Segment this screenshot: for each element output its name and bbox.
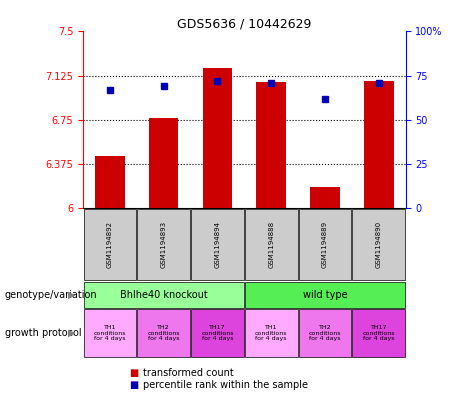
Bar xyxy=(149,118,178,208)
Text: percentile rank within the sample: percentile rank within the sample xyxy=(143,380,308,390)
Bar xyxy=(191,309,244,357)
Bar xyxy=(83,209,136,280)
Bar xyxy=(310,187,340,208)
Text: GSM1194893: GSM1194893 xyxy=(160,221,167,268)
Text: ■: ■ xyxy=(129,380,138,390)
Text: GSM1194894: GSM1194894 xyxy=(214,221,220,268)
Text: TH1
conditions
for 4 days: TH1 conditions for 4 days xyxy=(94,325,126,342)
Bar xyxy=(352,309,405,357)
Text: TH2
conditions
for 4 days: TH2 conditions for 4 days xyxy=(148,325,180,342)
Text: TH17
conditions
for 4 days: TH17 conditions for 4 days xyxy=(362,325,395,342)
Bar xyxy=(83,309,136,357)
Title: GDS5636 / 10442629: GDS5636 / 10442629 xyxy=(177,17,312,30)
Text: Bhlhe40 knockout: Bhlhe40 knockout xyxy=(120,290,207,300)
Text: GSM1194889: GSM1194889 xyxy=(322,221,328,268)
Text: wild type: wild type xyxy=(303,290,347,300)
Bar xyxy=(83,281,244,308)
Text: TH1
conditions
for 4 days: TH1 conditions for 4 days xyxy=(255,325,288,342)
Bar xyxy=(245,281,405,308)
Text: ■: ■ xyxy=(129,368,138,378)
Bar xyxy=(203,68,232,208)
Bar xyxy=(137,309,190,357)
Text: TH2
conditions
for 4 days: TH2 conditions for 4 days xyxy=(309,325,341,342)
Text: transformed count: transformed count xyxy=(143,368,234,378)
Bar xyxy=(256,82,286,208)
Bar xyxy=(95,156,124,208)
Bar xyxy=(191,209,244,280)
Bar xyxy=(352,209,405,280)
Text: genotype/variation: genotype/variation xyxy=(5,290,97,300)
Bar xyxy=(245,209,297,280)
Bar xyxy=(299,209,351,280)
Bar xyxy=(364,81,394,208)
Text: GSM1194892: GSM1194892 xyxy=(107,221,113,268)
Bar xyxy=(137,209,190,280)
Text: ▶: ▶ xyxy=(68,290,75,300)
Bar xyxy=(245,309,297,357)
Text: TH17
conditions
for 4 days: TH17 conditions for 4 days xyxy=(201,325,234,342)
Text: ▶: ▶ xyxy=(68,328,75,338)
Bar xyxy=(299,309,351,357)
Text: growth protocol: growth protocol xyxy=(5,328,81,338)
Text: GSM1194890: GSM1194890 xyxy=(376,221,382,268)
Text: GSM1194888: GSM1194888 xyxy=(268,221,274,268)
